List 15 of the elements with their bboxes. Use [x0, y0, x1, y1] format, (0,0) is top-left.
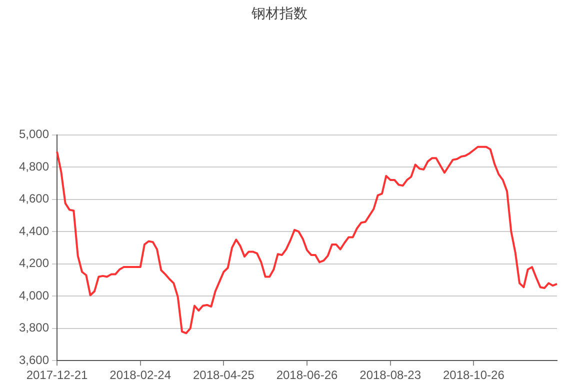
chart-title: 钢材指数: [250, 6, 308, 22]
y-tick-label: 5,000: [18, 127, 50, 142]
y-tick-label: 4,000: [18, 288, 50, 302]
y-tick-label: 3,600: [18, 352, 50, 367]
x-tick-label: 2018-06-26: [276, 368, 338, 382]
x-tick-label: 2017-12-21: [26, 368, 88, 382]
x-tick-label: 2018-02-24: [110, 368, 172, 382]
x-tick-label: 2018-04-25: [192, 368, 255, 382]
y-tick-label: 4,200: [18, 256, 50, 270]
y-tick-label: 4,400: [18, 224, 50, 238]
x-tick-label: 2018-08-23: [360, 368, 422, 382]
y-tick-label: 4,800: [18, 159, 50, 174]
y-tick-label: 3,800: [18, 320, 50, 335]
x-tick-label: 2018-10-26: [442, 368, 505, 382]
y-tick-label: 4,600: [18, 192, 50, 206]
